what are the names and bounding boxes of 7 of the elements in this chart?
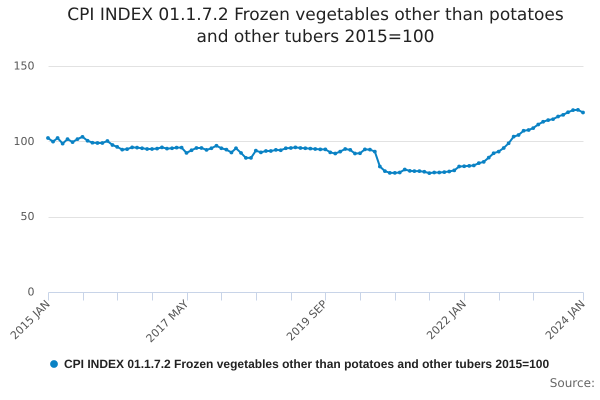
chart-title: CPI INDEX 01.1.7.2 Frozen vegetables other than potatoes and other tubers 2015=100 (67, 5, 564, 47)
y-tick-label: 100 (14, 134, 34, 148)
y-tick-label: 150 (14, 60, 34, 72)
legend-label: CPI INDEX 01.1.7.2 Frozen vegetables other than potatoes and other tubers 2015=100 (64, 357, 550, 371)
source-note: Source: (550, 376, 595, 390)
y-tick-label: 50 (20, 210, 34, 224)
y-tick-label: 0 (28, 286, 34, 298)
